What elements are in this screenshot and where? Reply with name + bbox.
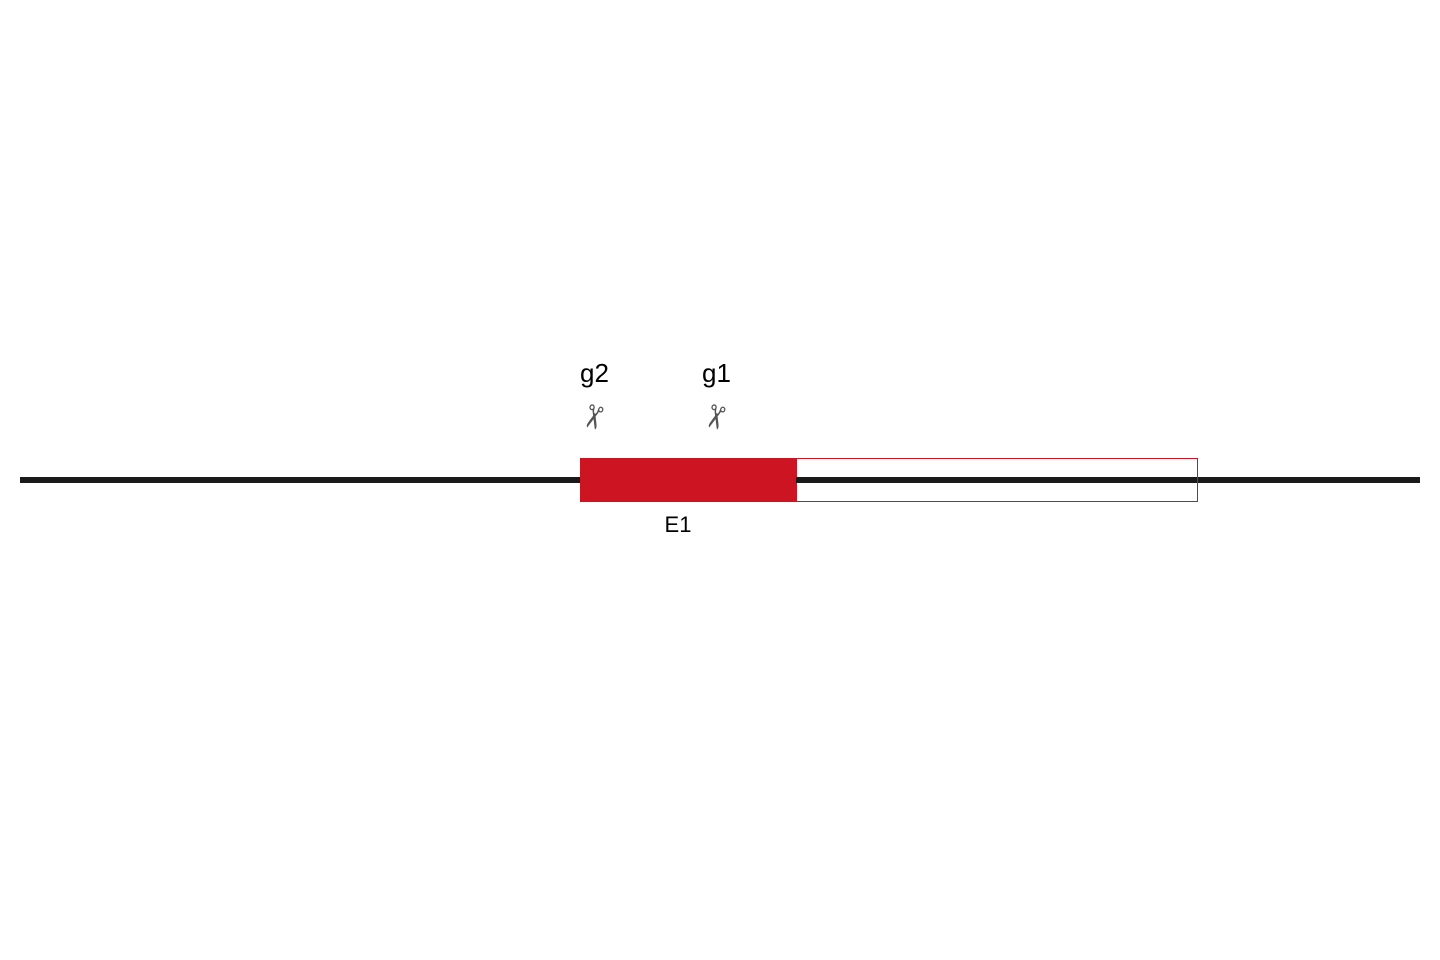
- exon-filled-region: [580, 458, 796, 502]
- genome-track-right: [1198, 477, 1420, 483]
- exon-label: E1: [665, 512, 692, 538]
- guide-g2-label: g2: [580, 358, 609, 389]
- guide-g1-label: g1: [702, 358, 731, 389]
- scissors-icon: ✂: [572, 399, 616, 435]
- genome-track-left: [20, 477, 580, 483]
- scissors-icon: ✂: [694, 399, 738, 435]
- exon-open-right-border: [1197, 458, 1198, 502]
- gene-diagram: E1 g2 ✂ g1 ✂: [0, 0, 1440, 960]
- genome-track-inside-open: [796, 477, 1198, 483]
